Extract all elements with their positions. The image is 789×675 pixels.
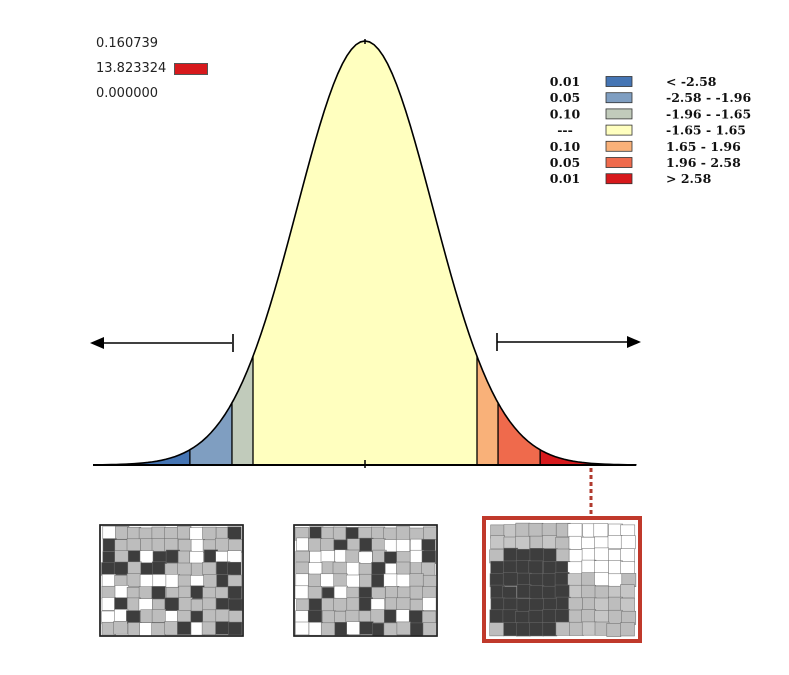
legend-swatch-5 — [605, 157, 633, 168]
curve-dividers — [189, 356, 541, 465]
legend-p-value-5: 0.05 — [550, 155, 580, 170]
legend-range-2: -1.96 - -1.65 — [666, 106, 751, 121]
significance-legend: 0.01 < -2.58 0.05 -2.58 - -1.96 0.10 -1.96 - … — [550, 74, 752, 186]
legend-swatch-3 — [605, 124, 633, 136]
legend-swatch-6 — [605, 173, 633, 185]
legend-range-5: 1.96 - 2.58 — [666, 155, 741, 170]
legend-range-3: -1.65 - 1.65 — [666, 123, 746, 138]
legend-swatch-4 — [605, 140, 633, 152]
legend-range-4: 1.65 - 1.96 — [666, 139, 741, 154]
legend-swatch-0 — [605, 76, 633, 87]
readout-value-mid: 13.823324 — [96, 61, 209, 77]
right-tail-arrow — [496, 333, 641, 351]
legend-range-0: < -2.58 — [666, 74, 717, 89]
region-z-neg2-58-to-neg1-96 — [189, 402, 232, 465]
region-z-center — [253, 41, 477, 465]
readout-color-swatch — [174, 62, 209, 75]
map-random-pattern-2 — [293, 524, 438, 637]
legend-swatch-1 — [605, 92, 633, 104]
region-z-1-65-to-1-96 — [476, 356, 499, 465]
legend-p-value-6: 0.01 — [550, 171, 580, 186]
region-z-1-96-to-2-58 — [498, 402, 541, 465]
region-z-neg1-96-to-neg1-65 — [231, 356, 254, 465]
legend-p-value-4: 0.10 — [550, 139, 581, 154]
map-clustered-pattern — [482, 516, 642, 643]
left-tail-arrow — [90, 334, 234, 352]
readout-value-mid-text: 13.823324 — [96, 61, 167, 76]
readout-value-bottom: 0.000000 — [96, 86, 159, 101]
curve-regions — [93, 41, 637, 465]
legend-swatch-2 — [605, 108, 633, 120]
legend-range-1: -2.58 - -1.96 — [666, 90, 751, 105]
legend-p-value-3: --- — [557, 123, 573, 138]
legend-range-6: > 2.58 — [666, 171, 712, 186]
map-random-pattern-1 — [99, 524, 244, 637]
region-z-below-neg2-58 — [93, 449, 190, 465]
legend-p-value-2: 0.10 — [550, 106, 581, 121]
readout-value-top: 0.160739 — [96, 36, 159, 51]
region-z-above-2-58 — [540, 449, 637, 465]
legend-p-value-1: 0.05 — [550, 90, 580, 105]
legend-p-value-0: 0.01 — [550, 74, 580, 89]
